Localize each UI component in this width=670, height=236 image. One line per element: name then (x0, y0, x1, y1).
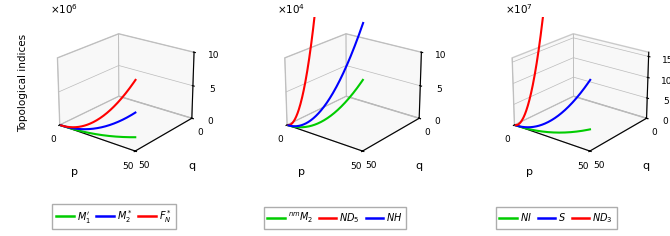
Legend: $^{nm}M_2$, $ND_5$, $NH$: $^{nm}M_2$, $ND_5$, $NH$ (263, 207, 407, 229)
Text: ×10$^4$: ×10$^4$ (277, 2, 306, 16)
Y-axis label: q: q (643, 160, 650, 171)
X-axis label: p: p (71, 167, 78, 177)
Y-axis label: q: q (415, 160, 423, 171)
Text: ×10$^6$: ×10$^6$ (50, 2, 78, 16)
Legend: $NI$, $S$, $ND_3$: $NI$, $S$, $ND_3$ (496, 207, 616, 229)
Y-axis label: q: q (188, 160, 195, 171)
Text: ×10$^7$: ×10$^7$ (505, 2, 533, 16)
Legend: $M_1'$, $M_2^*$, $F_N^*$: $M_1'$, $M_2^*$, $F_N^*$ (52, 204, 176, 229)
X-axis label: p: p (298, 167, 306, 177)
Text: Topological indices: Topological indices (18, 34, 28, 132)
X-axis label: p: p (526, 167, 533, 177)
